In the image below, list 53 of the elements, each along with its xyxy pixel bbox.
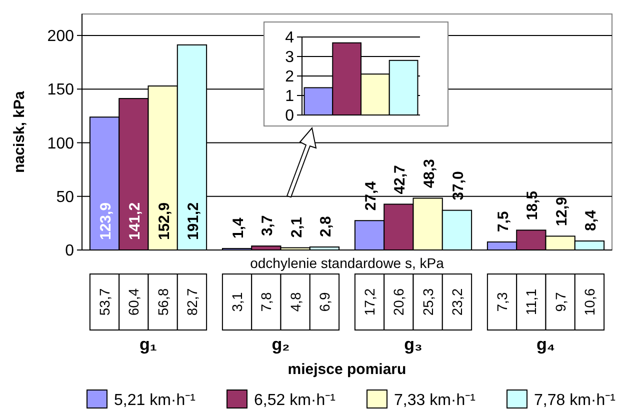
y-tick-label: 100 <box>47 135 74 152</box>
text: 82,7 <box>184 288 200 316</box>
text: 17,2 <box>362 288 378 316</box>
text: 23,2 <box>448 288 465 316</box>
text: 11,1 <box>523 288 540 316</box>
data-label: 12,9 <box>553 196 570 226</box>
x-tick-label: g₃ <box>404 335 422 354</box>
y-tick-label: 50 <box>56 188 74 206</box>
text: odchylenie standardowe s, kPa <box>250 255 444 271</box>
text: 9,7 <box>552 292 568 312</box>
text: 10,6 <box>581 288 598 316</box>
data-label: 48,3 <box>420 158 438 188</box>
text: 6,9 <box>316 292 332 312</box>
data-label: 152,9 <box>156 202 173 240</box>
data-label: 2,1 <box>288 216 306 238</box>
legend-label: 7,78 km·h⁻¹ <box>534 392 616 409</box>
text: 7,3 <box>494 292 510 312</box>
x-axis-title: miejsce pomiaru <box>288 361 406 378</box>
y-tick-label: 4 <box>285 30 294 47</box>
y-tick-label: 3 <box>285 49 294 66</box>
text: 20,6 <box>390 288 407 316</box>
text: 56,8 <box>154 288 171 316</box>
text: 53,7 <box>96 288 113 316</box>
x-tick-label: g₁ <box>140 335 157 354</box>
data-label: 8,4 <box>582 209 600 231</box>
y-tick-label: 2 <box>285 68 294 86</box>
text: 25,3 <box>420 288 436 316</box>
x-tick-label: g₄ <box>536 335 555 354</box>
y-tick-label: 0 <box>285 108 294 125</box>
text: 3,1 <box>229 292 246 312</box>
data-label: 37,0 <box>450 171 467 200</box>
legend-label: 5,21 km·h⁻¹ <box>114 392 196 409</box>
y-tick-label: 1 <box>285 88 294 106</box>
data-label: 123,9 <box>98 202 115 240</box>
text: 7,8 <box>258 292 274 312</box>
legend-label: 7,33 km·h⁻¹ <box>394 392 476 409</box>
y-axis-title: nacisk, kPa <box>11 90 28 173</box>
text: 60,4 <box>126 288 142 316</box>
text: 4,8 <box>287 292 304 312</box>
data-label: 7,5 <box>495 211 512 232</box>
data-label: 191,2 <box>184 202 202 240</box>
data-label: 42,7 <box>392 164 409 194</box>
data-label: 27,4 <box>362 180 380 211</box>
data-label: 3,7 <box>259 215 276 236</box>
x-tick-label: g₂ <box>272 335 290 354</box>
data-label: 2,8 <box>317 216 334 237</box>
data-label: 141,2 <box>126 202 144 240</box>
data-label: 1,4 <box>230 216 248 238</box>
data-label: 18,5 <box>524 190 542 220</box>
y-tick-label: 0 <box>65 242 74 260</box>
legend-label: 6,52 km·h⁻¹ <box>254 392 336 409</box>
y-tick-label: 200 <box>47 28 74 46</box>
y-tick-label: 150 <box>47 82 74 99</box>
